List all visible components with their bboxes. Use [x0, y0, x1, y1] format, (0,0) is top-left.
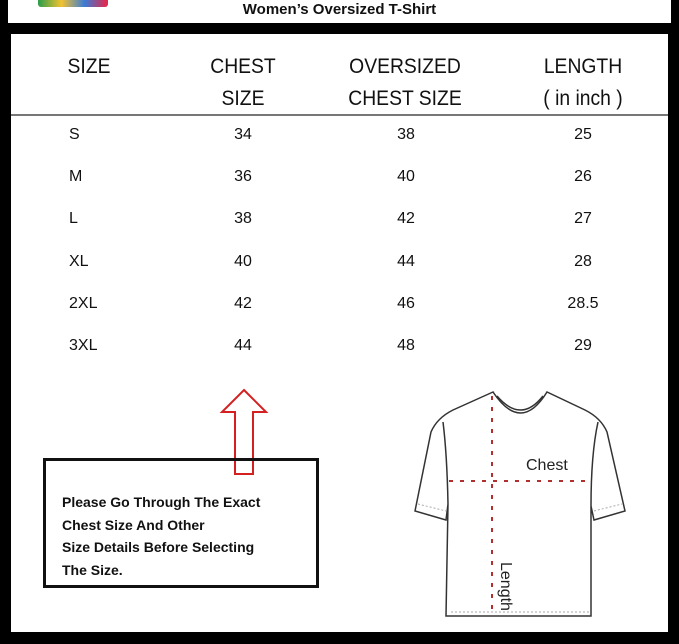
- brand-logo: [38, 0, 108, 7]
- table-cell: 38: [234, 210, 252, 228]
- table-cell: 28.5: [567, 294, 599, 312]
- table-cell: 48: [397, 337, 415, 354]
- length-label: Length: [497, 562, 514, 611]
- table-cell: 34: [234, 126, 252, 143]
- header-text: SIZE: [221, 87, 265, 110]
- header-oversized: OVERSIZED CHEST SIZE: [336, 51, 474, 115]
- header-divider: [11, 114, 668, 116]
- size-chart: SIZE CHEST SIZE OVERSIZED CHEST SIZE LENGT…: [11, 34, 668, 632]
- header-chest: CHEST SIZE: [197, 51, 289, 115]
- note-line: Please Go Through The Exact: [62, 494, 261, 510]
- table-cell: 42: [234, 294, 252, 312]
- note-line: Size Details Before Selecting: [62, 539, 255, 555]
- table-cell: M: [69, 168, 83, 186]
- table-cell: 38: [397, 126, 415, 143]
- table-cell: 26: [574, 168, 592, 186]
- table-cell: 29: [574, 337, 592, 354]
- table-cell: 28: [574, 252, 592, 270]
- up-arrow-icon: [219, 388, 269, 475]
- chest-label: Chest: [526, 457, 568, 474]
- table-cell: 40: [234, 252, 252, 270]
- header-text: LENGTH: [543, 55, 623, 78]
- table-cell: 40: [397, 168, 415, 186]
- table-cell: 3XL: [69, 337, 98, 354]
- page-title: Women’s Oversized T-Shirt: [242, 1, 437, 18]
- header-text: ( in inch ): [543, 87, 623, 110]
- note-line: Chest Size And Other: [62, 516, 205, 533]
- tshirt-diagram: Chest Length: [414, 391, 626, 617]
- table-cell: L: [69, 210, 78, 228]
- table-cell: 46: [397, 294, 415, 312]
- header-text: CHEST SIZE: [348, 87, 462, 110]
- table-cell: 2XL: [69, 294, 98, 312]
- table-cell: 27: [574, 210, 592, 228]
- table-cell: 42: [397, 210, 415, 228]
- table-cell: XL: [69, 252, 89, 270]
- table-cell: 44: [397, 252, 415, 270]
- header-text: OVERSIZED: [349, 55, 461, 78]
- table-cell: 44: [234, 337, 252, 354]
- size-note: Please Go Through The Exact Chest Size A…: [43, 458, 319, 588]
- header-size: SIZE: [52, 51, 126, 83]
- header-text: CHEST: [210, 55, 276, 78]
- table-cell: 25: [574, 126, 592, 143]
- note-line: The Size.: [62, 561, 123, 578]
- table-cell: S: [69, 126, 80, 143]
- table-cell: 36: [234, 168, 252, 186]
- header-length: LENGTH ( in inch ): [523, 51, 643, 115]
- header-band: Women’s Oversized T-Shirt: [8, 0, 671, 23]
- header-text: SIZE: [67, 55, 111, 78]
